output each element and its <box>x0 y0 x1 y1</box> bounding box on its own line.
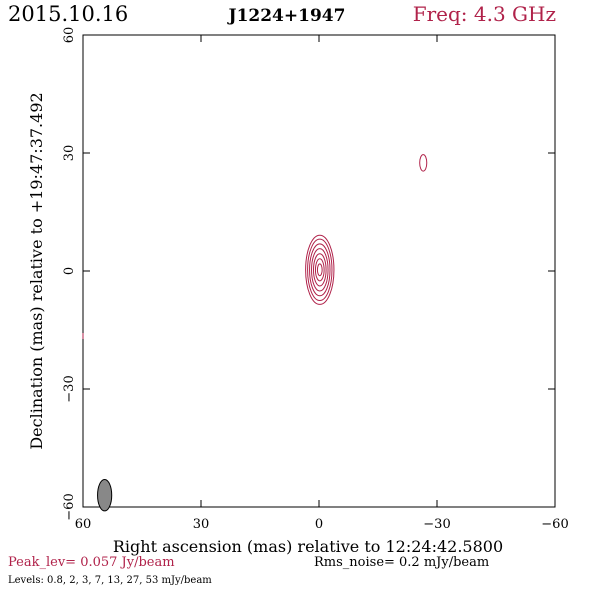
y-tick-label: −60 <box>62 493 77 520</box>
x-tick-label: 0 <box>315 517 323 532</box>
x-tick-label: 30 <box>193 517 210 532</box>
contour-group <box>305 154 428 305</box>
plot-frame <box>82 34 556 508</box>
contour-line <box>316 263 323 277</box>
y-tick-label: 30 <box>62 145 77 162</box>
frequency-label: Freq: 4.3 GHz <box>413 2 556 26</box>
peak-level: Peak_lev= 0.057 Jy/beam <box>8 555 175 570</box>
contour-line <box>305 234 335 305</box>
contour-line <box>309 243 331 297</box>
contour-line <box>312 253 327 287</box>
contour-line <box>307 238 333 302</box>
y-tick-label: 60 <box>62 27 77 44</box>
x-tick-labels: 60 30 0 −30 −60 <box>75 517 569 532</box>
y-axis-label: Declination (mas) relative to +19:47:37.… <box>27 92 46 449</box>
observation-date: 2015.10.16 <box>8 2 128 26</box>
source-name: J1224+1947 <box>227 6 346 26</box>
contour-line <box>314 258 325 282</box>
rms-noise: Rms_noise= 0.2 mJy/beam <box>314 555 489 570</box>
x-tick-label: −30 <box>423 517 450 532</box>
y-tick-label: 0 <box>62 267 77 275</box>
contour-line <box>419 154 428 172</box>
contour-levels: Levels: 0.8, 2, 3, 7, 13, 27, 53 mJy/bea… <box>8 575 212 586</box>
beam-ellipse <box>97 478 113 512</box>
y-tick-label: −30 <box>62 375 77 402</box>
beam-ellipse-group <box>97 478 113 512</box>
x-tick-label: −60 <box>541 517 568 532</box>
x-axis-label: Right ascension (mas) relative to 12:24:… <box>113 537 503 556</box>
y-tick-labels: 60 30 0 −30 −60 <box>62 27 77 521</box>
axis-ticks <box>82 34 556 508</box>
x-tick-label: 60 <box>75 517 92 532</box>
contour-line <box>311 248 329 292</box>
